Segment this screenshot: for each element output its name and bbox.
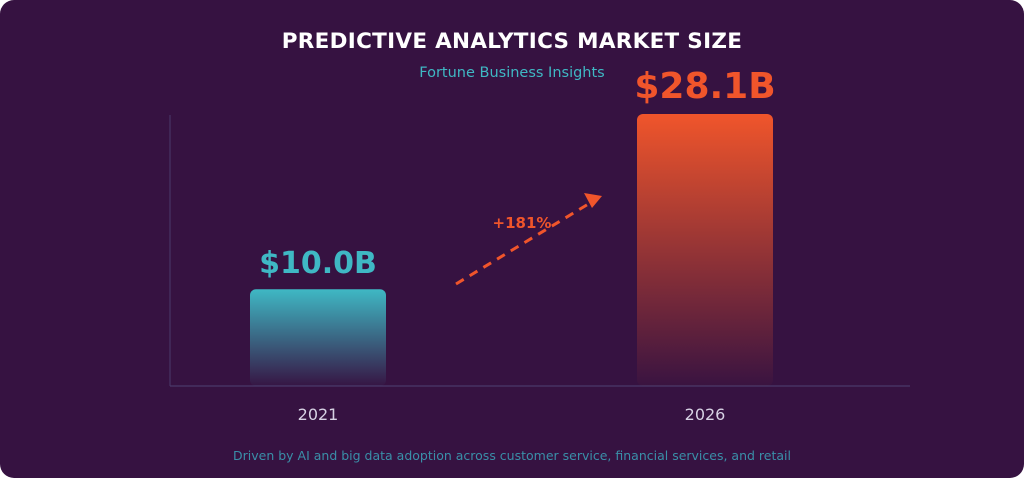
bar-2021 [250,289,386,386]
chart-title: PREDICTIVE ANALYTICS MARKET SIZE [281,29,743,54]
growth-annotation: +181% [455,193,602,286]
growth-arrow-head [584,193,602,208]
x-tick-label-2026: 2026 [685,405,726,424]
growth-label: +181% [493,214,552,232]
chart-subtitle: Fortune Business Insights [419,65,605,81]
bar-value-label-2026: $28.1B [634,66,775,107]
bar-value-label-2021: $10.0B [259,246,377,281]
x-tick-label-2021: 2021 [298,405,339,424]
growth-arrow-line [455,201,591,286]
bar-2026 [637,114,773,386]
chart-footnote: Driven by AI and big data adoption acros… [233,448,791,463]
